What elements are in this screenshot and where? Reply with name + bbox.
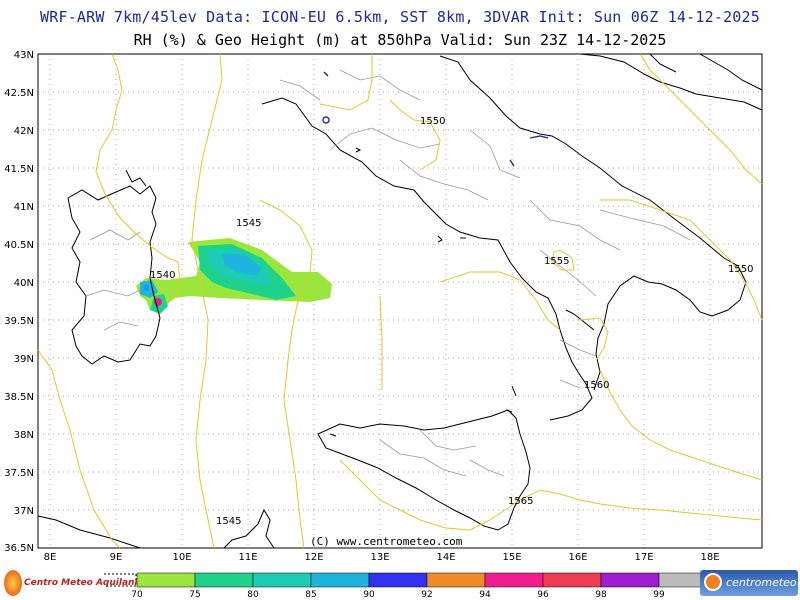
contour-label: 1565 xyxy=(508,496,533,507)
legend-label: 75 xyxy=(189,590,200,600)
lat-label: 39.5N xyxy=(4,316,34,327)
lon-label: 13E xyxy=(370,552,389,563)
lat-label: 43N xyxy=(14,50,34,61)
contour-label: 1555 xyxy=(544,256,569,267)
right-logo-text: centrometeo xyxy=(726,576,797,589)
lon-label: 18E xyxy=(700,552,719,563)
copyright-text: (C) www.centrometeo.com xyxy=(310,535,463,548)
latitude-labels: 43N 42.5N 42N 41.5N 41N 40.5N 40N 39.5N … xyxy=(4,50,34,554)
lat-label: 37N xyxy=(14,506,34,517)
legend-swatch xyxy=(658,572,702,588)
sun-emblem-icon xyxy=(4,570,22,596)
centrometeo-logo[interactable]: centrometeo xyxy=(700,570,798,596)
legend-label: 90 xyxy=(363,590,375,600)
lat-label: 41.5N xyxy=(4,164,34,175)
lon-label: 17E xyxy=(634,552,653,563)
longitude-labels: 8E 9E 10E 11E 12E 13E 14E 15E 16E 17E 18… xyxy=(44,552,720,563)
legend-swatch xyxy=(310,572,370,588)
centro-meteo-aquilano-logo[interactable]: Centro Meteo Aquilani xyxy=(4,568,138,598)
lat-label: 42.5N xyxy=(4,88,34,99)
legend-label: 99 xyxy=(653,590,665,600)
lat-label: 40N xyxy=(14,278,34,289)
geo-height-contours xyxy=(37,53,763,549)
legend-label: 98 xyxy=(595,590,607,600)
lat-label: 39N xyxy=(14,354,34,365)
coastlines xyxy=(37,53,763,549)
lat-label: 42N xyxy=(14,126,34,137)
lon-label: 15E xyxy=(502,552,521,563)
rh-spots xyxy=(322,71,549,167)
contour-label-group: 1550 1545 1540 1555 1550 1560 1565 1545 xyxy=(150,116,753,527)
legend-swatch xyxy=(368,572,428,588)
contour-label: 1545 xyxy=(236,218,261,229)
lat-label: 38N xyxy=(14,430,34,441)
lon-label: 12E xyxy=(304,552,323,563)
contour-label: 1550 xyxy=(728,264,753,275)
legend-swatch xyxy=(252,572,312,588)
legend-label: 94 xyxy=(479,590,491,600)
legend-swatch xyxy=(484,572,544,588)
chart-title-line2: RH (%) & Geo Height (m) at 850hPa Valid:… xyxy=(133,31,667,49)
region-borders xyxy=(85,69,691,477)
legend-swatch xyxy=(136,572,196,588)
left-logo-text: Centro Meteo Aquilani xyxy=(24,578,138,588)
lat-label: 36.5N xyxy=(4,543,34,554)
legend-swatch xyxy=(600,572,660,588)
lon-label: 14E xyxy=(436,552,455,563)
lat-label: 38.5N xyxy=(4,392,34,403)
globe-emblem-icon xyxy=(704,573,722,591)
lon-label: 11E xyxy=(238,552,257,563)
lon-label: 16E xyxy=(568,552,587,563)
chart-title-line1: WRF-ARW 7km/45lev Data: ICON-EU 6.5km, S… xyxy=(40,8,760,26)
lat-label: 41N xyxy=(14,202,34,213)
legend-label: 92 xyxy=(421,590,432,600)
lat-label: 37.5N xyxy=(4,468,34,479)
legend-label: 70 xyxy=(131,590,143,600)
contour-label: 1550 xyxy=(420,116,445,127)
contour-label: 1560 xyxy=(584,380,609,391)
legend-swatch xyxy=(194,572,254,588)
contour-label: 1545 xyxy=(216,516,241,527)
color-legend: 70 75 80 85 90 92 94 96 98 99 xyxy=(104,572,702,600)
graticule xyxy=(38,54,762,548)
lon-label: 9E xyxy=(110,552,123,563)
legend-swatch xyxy=(426,572,486,588)
legend-label: 85 xyxy=(305,590,316,600)
legend-swatch xyxy=(542,572,602,588)
lon-label: 8E xyxy=(44,552,57,563)
lon-label: 10E xyxy=(172,552,191,563)
contour-label: 1540 xyxy=(150,270,175,281)
legend-label: 80 xyxy=(247,590,259,600)
lat-label: 40.5N xyxy=(4,240,34,251)
legend-label: 96 xyxy=(537,590,549,600)
